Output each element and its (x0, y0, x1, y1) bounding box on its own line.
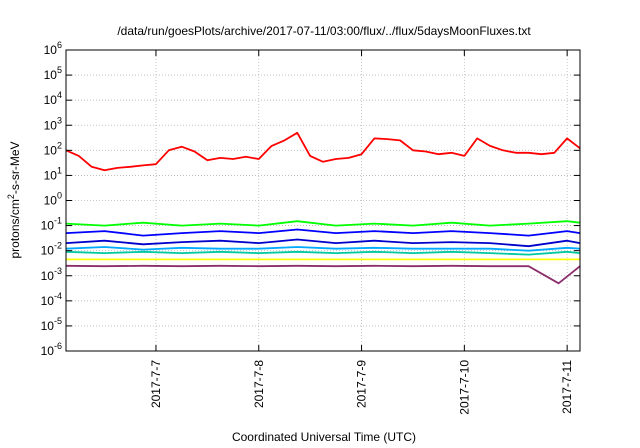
y-tick-label: 100 (44, 191, 62, 208)
y-tick-label: 103 (44, 115, 62, 132)
x-tick-label: 2017-7-8 (252, 360, 266, 408)
y-tick-label: 106 (44, 40, 62, 57)
series-line-5 (65, 246, 581, 252)
series-line-3 (65, 228, 581, 237)
y-tick-label: 101 (44, 165, 62, 182)
y-tick-label: 10-1 (41, 216, 62, 233)
y-tick-label: 104 (44, 90, 62, 107)
series-layer (65, 131, 581, 285)
y-tick-label: 105 (44, 65, 62, 82)
chart-title: /data/run/goesPlots/archive/2017-07-11/0… (117, 24, 531, 38)
x-axis-label: Coordinated Universal Time (UTC) (232, 430, 416, 444)
series-line-4 (65, 238, 581, 248)
grid (66, 50, 580, 351)
x-tick-label: 2017-7-9 (355, 360, 369, 408)
y-axis-label: protons/cm2-s-sr-MeV (6, 141, 22, 258)
y-tick-label: 10-3 (41, 266, 62, 283)
series-line-1 (65, 131, 581, 172)
y-axis: 10-6 10-5 10-4 10-3 10-2 10-1 100 101 102 103 104 1… (41, 40, 580, 358)
y-tick-label: 102 (44, 140, 62, 157)
x-tick-label: 2017-7-11 (560, 360, 574, 414)
series-line-6 (65, 250, 581, 256)
series-line-2 (65, 220, 581, 227)
y-tick-label: 10-2 (41, 241, 62, 258)
series-line-8 (65, 264, 581, 285)
y-tick-label: 10-5 (41, 316, 62, 333)
y-tick-label: 10-6 (41, 341, 62, 358)
y-tick-label: 10-4 (41, 291, 62, 308)
plot-frame (65, 49, 581, 352)
x-tick-label: 2017-7-7 (149, 360, 163, 408)
x-axis: 2017-7-7 2017-7-8 2017-7-9 2017-7-10 2017-7-… (149, 50, 574, 415)
x-tick-label: 2017-7-10 (457, 360, 471, 415)
